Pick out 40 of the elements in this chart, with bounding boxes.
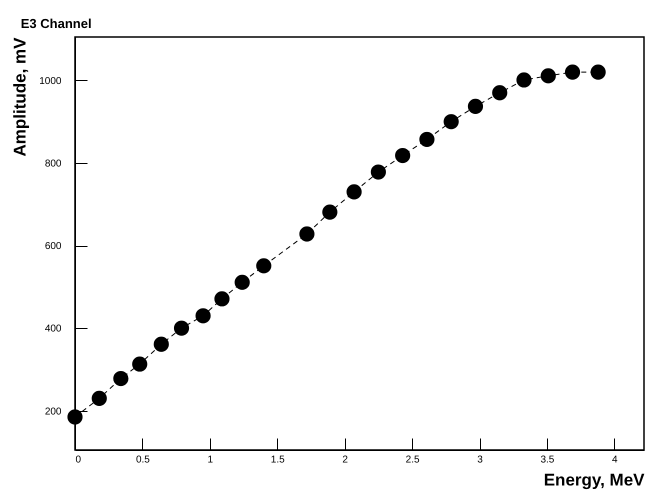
point — [214, 291, 230, 306]
point — [564, 64, 580, 80]
point — [299, 226, 314, 242]
x-tick-label: 4 — [612, 454, 618, 466]
point — [468, 98, 484, 114]
y-tick-label: 200 — [44, 406, 62, 418]
x-axis-title: Energy, MeV — [544, 470, 645, 490]
x-tick-label: 3.5 — [540, 454, 555, 466]
point — [256, 258, 272, 274]
point — [346, 184, 362, 200]
point — [234, 274, 250, 290]
point — [370, 164, 386, 180]
point — [516, 72, 532, 88]
point — [492, 85, 508, 100]
y-axis-title: Amplitude, mV — [10, 36, 30, 157]
point — [196, 308, 211, 324]
point — [174, 320, 190, 336]
point — [419, 132, 434, 147]
point — [132, 356, 148, 372]
y-tick-label: 1000 — [39, 76, 62, 87]
point — [113, 370, 128, 386]
x-tick-label: 0 — [76, 454, 82, 466]
y-tick-label: 400 — [44, 324, 62, 335]
point — [67, 409, 83, 425]
point — [590, 64, 606, 80]
x-tick-label: 1 — [208, 454, 214, 466]
x-tick-label: 2.5 — [406, 454, 420, 466]
point — [154, 336, 169, 352]
y-tick-label: 800 — [44, 158, 62, 170]
x-tick-label: 0.5 — [136, 454, 150, 466]
point — [92, 390, 107, 406]
x-tick-label: 2 — [342, 454, 348, 466]
chart-title: E3 Channel — [20, 16, 92, 31]
point — [395, 148, 410, 164]
point — [322, 204, 338, 220]
x-tick-label: 1.5 — [270, 454, 286, 466]
x-tick-label: 3 — [477, 454, 484, 466]
y-tick-label: 600 — [44, 241, 62, 252]
point — [444, 114, 459, 130]
point — [540, 68, 556, 84]
